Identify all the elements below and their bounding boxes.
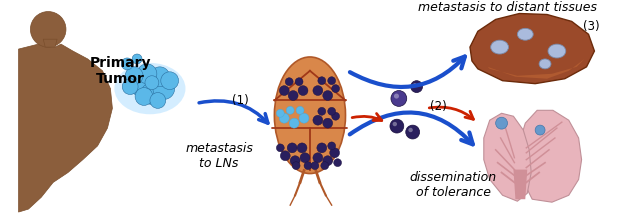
Circle shape [285,78,293,86]
Circle shape [150,92,166,108]
Circle shape [141,83,163,104]
Circle shape [408,128,413,132]
Circle shape [298,86,308,95]
Circle shape [161,72,178,90]
Circle shape [276,109,285,117]
Text: (1): (1) [232,94,249,107]
Ellipse shape [517,28,533,40]
Circle shape [535,125,545,135]
Circle shape [329,148,339,158]
Circle shape [280,113,289,123]
Circle shape [323,156,333,166]
Circle shape [317,143,327,153]
Circle shape [132,54,142,64]
Polygon shape [488,59,585,79]
Circle shape [296,106,304,114]
Circle shape [290,156,300,166]
Circle shape [150,67,170,87]
Circle shape [153,78,175,99]
Circle shape [280,151,290,161]
Circle shape [121,58,133,70]
Circle shape [495,117,507,129]
Circle shape [406,125,419,139]
Ellipse shape [548,44,566,58]
FancyArrowPatch shape [352,113,382,120]
Circle shape [145,76,159,90]
Polygon shape [19,44,112,212]
Text: metastasis to distant tissues: metastasis to distant tissues [418,1,597,14]
Text: metastasis
to LNs: metastasis to LNs [185,142,253,170]
FancyArrowPatch shape [350,56,465,87]
FancyArrowPatch shape [199,101,268,123]
Circle shape [31,12,66,47]
Circle shape [137,64,157,84]
Circle shape [287,143,297,153]
Circle shape [323,118,333,128]
Circle shape [321,162,329,170]
Ellipse shape [490,40,509,54]
Text: Primary
Tumor: Primary Tumor [89,56,151,86]
Circle shape [300,153,310,163]
Circle shape [328,107,336,115]
Circle shape [392,122,397,126]
Circle shape [332,112,339,120]
Circle shape [318,107,326,115]
Circle shape [288,90,298,100]
Circle shape [318,77,326,85]
Polygon shape [470,13,595,84]
Circle shape [295,78,303,86]
Circle shape [390,119,404,133]
Text: (3): (3) [583,20,600,33]
Circle shape [292,162,300,170]
Text: dissemination
of tolerance: dissemination of tolerance [409,171,497,199]
Circle shape [128,72,152,95]
Circle shape [125,67,143,85]
Polygon shape [484,113,531,201]
Circle shape [328,142,336,150]
Circle shape [313,115,323,125]
Circle shape [304,162,312,170]
Circle shape [289,118,299,128]
Polygon shape [43,39,57,47]
Circle shape [286,106,294,114]
Circle shape [311,162,319,170]
Circle shape [122,79,138,95]
Circle shape [135,88,153,105]
Polygon shape [519,110,582,202]
Circle shape [411,81,422,92]
FancyArrowPatch shape [429,107,474,119]
Circle shape [297,143,307,153]
Circle shape [328,77,336,85]
Circle shape [394,94,399,99]
Circle shape [276,144,285,152]
Ellipse shape [539,59,551,69]
Circle shape [313,153,323,163]
Circle shape [299,113,309,123]
Circle shape [280,86,289,95]
Circle shape [334,159,341,167]
FancyArrowPatch shape [349,112,473,144]
Circle shape [391,90,407,106]
Text: (2): (2) [430,100,447,113]
Ellipse shape [275,57,346,174]
Circle shape [332,85,339,92]
Circle shape [413,83,417,87]
Ellipse shape [114,63,185,114]
Circle shape [313,86,323,95]
Circle shape [323,90,333,100]
Polygon shape [514,170,527,199]
